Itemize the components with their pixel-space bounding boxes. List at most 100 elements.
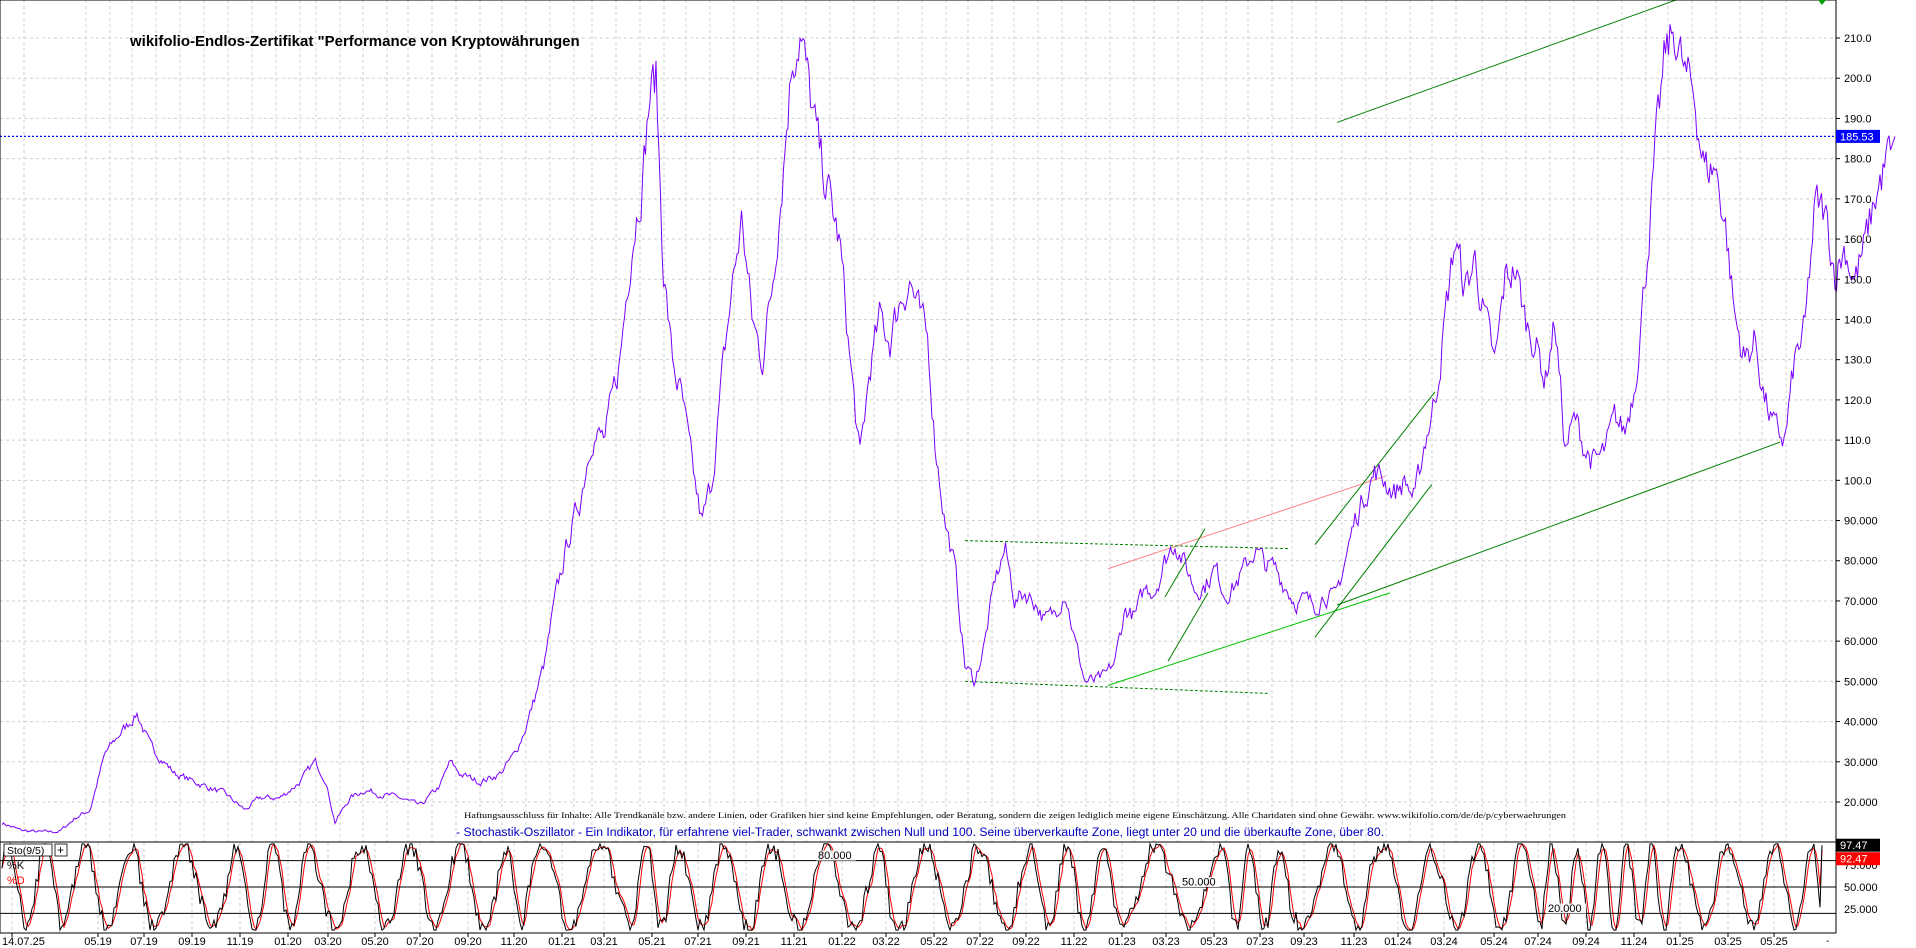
x-tick-label: 07.23 — [1246, 936, 1274, 948]
price-y-tick-label: 40.000 — [1844, 717, 1878, 729]
price-y-tick-label: 170.0 — [1844, 194, 1872, 206]
x-tick-label: 01.24 — [1384, 936, 1412, 948]
x-tick-label: 01.20 — [274, 936, 302, 948]
x-tick-label: 07.19 — [130, 936, 158, 948]
indicator-description: - Stochastik-Oszillator - Ein Indikator,… — [456, 827, 1384, 839]
x-tick-label: 01.22 — [828, 936, 856, 948]
x-tick-label: 14.07.25 — [2, 936, 45, 948]
stochastic-level-label: 80.000 — [818, 850, 852, 862]
indicator-label-box — [3, 843, 53, 857]
x-tick-label: 03.23 — [1152, 936, 1180, 948]
x-tick-label: 01.25 — [1666, 936, 1694, 948]
stochastic-level-label-bg — [816, 850, 856, 861]
top-marker-icon — [1818, 0, 1826, 5]
price-y-tick-label: 100.0 — [1844, 475, 1872, 487]
current-price-badge-box — [1836, 129, 1880, 143]
price-y-tick-label: 210.0 — [1844, 33, 1872, 45]
stochastic-level-label: 50.000 — [1182, 877, 1216, 889]
current-price-badge: 185.53 — [1836, 129, 1880, 143]
stochastic-k-line — [1, 841, 1823, 933]
stochastic-levels: 80.000 50.000 20.000 — [0, 850, 1836, 915]
d-value-badge-box — [1836, 852, 1880, 866]
price-y-tick-label: 110.0 — [1844, 435, 1871, 447]
x-tick-label: 09.21 — [732, 936, 760, 948]
x-tick-label: 09.22 — [1012, 936, 1040, 948]
x-tick-label: 03.22 — [872, 936, 900, 948]
x-tick-label: 01.23 — [1108, 936, 1136, 948]
price-y-tick-label: 200.0 — [1844, 73, 1872, 85]
indicator-label: Sto(9/5) — [7, 845, 44, 857]
k-value-label: 97.47 — [1840, 840, 1868, 852]
scroll-arrow-icon[interactable]: - — [1826, 936, 1829, 947]
x-tick-label: 03.25 — [1714, 936, 1742, 948]
k-legend: %K — [7, 860, 25, 872]
x-tick-label: 03.21 — [590, 936, 618, 948]
trendline — [1107, 475, 1386, 570]
trendline — [1314, 484, 1433, 638]
x-tick-label: 09.24 — [1572, 936, 1600, 948]
x-tick-label: 11.19 — [227, 936, 254, 948]
x-tick-label: 11.21 — [781, 936, 808, 948]
trendline — [1164, 528, 1206, 598]
x-tick-label: 05.24 — [1480, 936, 1508, 948]
trendline — [1336, 0, 1678, 123]
trendline — [964, 540, 1291, 550]
trendline — [1107, 592, 1391, 686]
stochastic-level-label-bg — [1180, 877, 1220, 887]
x-tick-label: 05.23 — [1200, 936, 1228, 948]
stochastic-level-label-bg — [1546, 903, 1586, 914]
price-line — [1, 24, 1896, 834]
trendlines — [964, 0, 1781, 694]
price-y-tick-label: 150.0 — [1844, 274, 1872, 286]
x-tick-label: 01.21 — [548, 936, 576, 948]
chart-title: wikifolio-Endlos-Zertifikat "Performance… — [129, 33, 580, 50]
axis-corner — [1836, 933, 1916, 948]
x-tick-label: 03.20 — [314, 936, 342, 948]
d-legend: %D — [7, 875, 25, 887]
price-y-tick-label: 60.000 — [1844, 636, 1878, 648]
trendline — [1167, 592, 1209, 662]
stochastic-y-tick-label: 25.000 — [1844, 904, 1878, 916]
x-tick-label: 05.22 — [920, 936, 948, 948]
x-tick-label: 05.19 — [84, 936, 112, 948]
price-y-axis: 20.000 30.000 40.000 50.000 60.000 70.000 80.0… — [1836, 33, 1878, 809]
x-tick-label: 09.23 — [1290, 936, 1318, 948]
trendline — [964, 680, 1269, 694]
x-tick-label: 05.21 — [638, 936, 666, 948]
price-y-tick-label: 90.000 — [1844, 516, 1878, 528]
k-value-badge-box — [1836, 838, 1880, 852]
trendline — [1336, 441, 1781, 606]
x-tick-label: 11.23 — [1341, 936, 1368, 948]
x-tick-label: 09.19 — [178, 936, 206, 948]
plus-icon: + — [57, 843, 64, 857]
x-tick-label: 11.22 — [1061, 936, 1088, 948]
x-axis-ticks: 14.07.25 05.19 07.19 09.19 11.19 01.20 03.20 05… — [2, 933, 1788, 948]
x-axis: 14.07.25 05.19 07.19 09.19 11.19 01.20 03.20 05… — [0, 932, 1916, 948]
x-tick-label: 11.20 — [501, 936, 528, 948]
k-value-badge: 97.47 — [1836, 838, 1880, 852]
x-tick-label: 07.24 — [1524, 936, 1552, 948]
price-y-tick-label: 50.000 — [1844, 676, 1878, 688]
expand-button[interactable] — [54, 843, 68, 857]
price-y-tick-label: 160.0 — [1844, 234, 1872, 246]
price-y-tick-label: 70.000 — [1844, 596, 1878, 608]
price-y-tick-label: 180.0 — [1844, 154, 1872, 166]
price-panel: 20.000 30.000 40.000 50.000 60.000 70.000 80.0… — [0, 0, 1896, 843]
price-y-tick-label: 20.000 — [1844, 797, 1878, 809]
x-tick-label: 05.20 — [361, 936, 389, 948]
price-y-tick-label: 130.0 — [1844, 355, 1872, 367]
price-y-tick-label: 120.0 — [1844, 395, 1872, 407]
stochastic-level-label: 20.000 — [1548, 903, 1582, 915]
x-tick-label: 03.24 — [1430, 936, 1458, 948]
price-y-tick-label: 140.0 — [1844, 314, 1872, 326]
x-tick-label: 07.20 — [406, 936, 434, 948]
price-y-tick-label: 80.000 — [1844, 556, 1878, 568]
x-tick-label: 09.20 — [454, 936, 482, 948]
stochastic-panel: 80.000 50.000 20.000 Sto(9/5) + %K %D 25.0… — [0, 838, 1880, 934]
x-tick-label: 07.22 — [966, 936, 994, 948]
x-tick-label: 11.24 — [1621, 936, 1648, 948]
price-y-tick-label: 190.0 — [1844, 113, 1872, 125]
d-value-label: 92.47 — [1840, 854, 1868, 866]
stochastic-y-tick-label: 50.000 — [1844, 882, 1878, 894]
